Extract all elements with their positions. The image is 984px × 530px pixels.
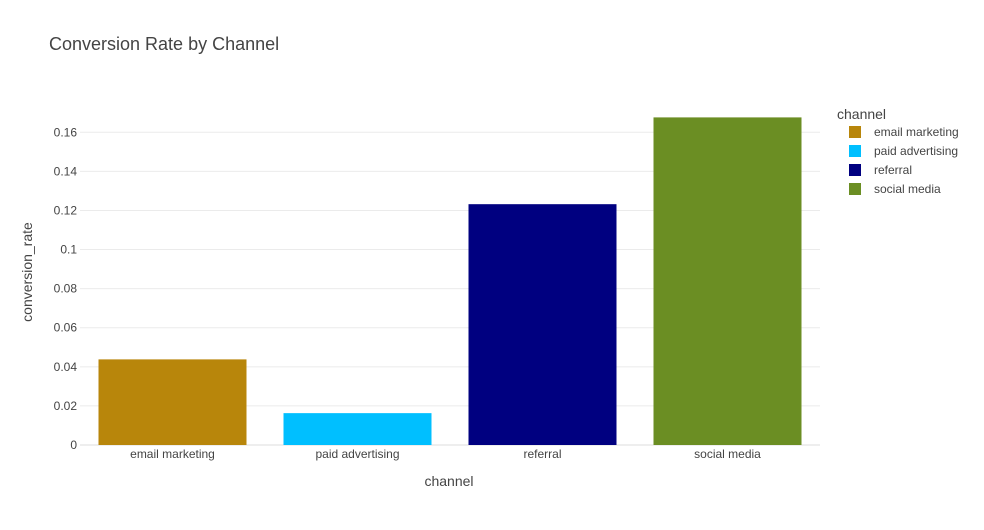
x-tick-label: paid advertising [315, 447, 399, 461]
legend: channel email marketing paid advertising r… [837, 106, 959, 196]
legend-swatch[interactable] [849, 126, 861, 138]
legend-swatch[interactable] [849, 145, 861, 157]
x-tick-label: referral [523, 447, 561, 461]
y-tick-label: 0.06 [54, 321, 78, 335]
legend-label[interactable]: referral [874, 163, 912, 177]
bar-referral[interactable] [468, 204, 617, 445]
x-tick-label: social media [694, 447, 761, 461]
bars [98, 117, 802, 445]
bar-email-marketing[interactable] [98, 359, 247, 445]
y-tick-label: 0.14 [54, 164, 78, 178]
y-tick-label: 0.08 [54, 282, 78, 296]
y-tick-label: 0.02 [54, 399, 78, 413]
legend-label[interactable]: paid advertising [874, 144, 958, 158]
x-axis-title: channel [424, 473, 473, 489]
y-axis-ticks: 0 0.02 0.04 0.06 0.08 0.1 0.12 0.14 0.16 [54, 125, 78, 452]
bar-social-media[interactable] [653, 117, 802, 445]
y-tick-label: 0.04 [54, 360, 78, 374]
y-axis-title: conversion_rate [19, 222, 35, 322]
legend-label[interactable]: social media [874, 182, 941, 196]
y-tick-label: 0.12 [54, 203, 78, 217]
legend-title: channel [837, 106, 886, 122]
legend-swatch[interactable] [849, 183, 861, 195]
chart-title: Conversion Rate by Channel [49, 34, 279, 54]
legend-swatch[interactable] [849, 164, 861, 176]
y-tick-label: 0.16 [54, 125, 78, 139]
bar-paid-advertising[interactable] [283, 413, 432, 445]
legend-label[interactable]: email marketing [874, 125, 959, 139]
x-axis-ticks: email marketing paid advertising referral s… [130, 447, 761, 461]
x-tick-label: email marketing [130, 447, 215, 461]
y-tick-label: 0 [70, 438, 77, 452]
y-tick-label: 0.1 [60, 243, 77, 257]
